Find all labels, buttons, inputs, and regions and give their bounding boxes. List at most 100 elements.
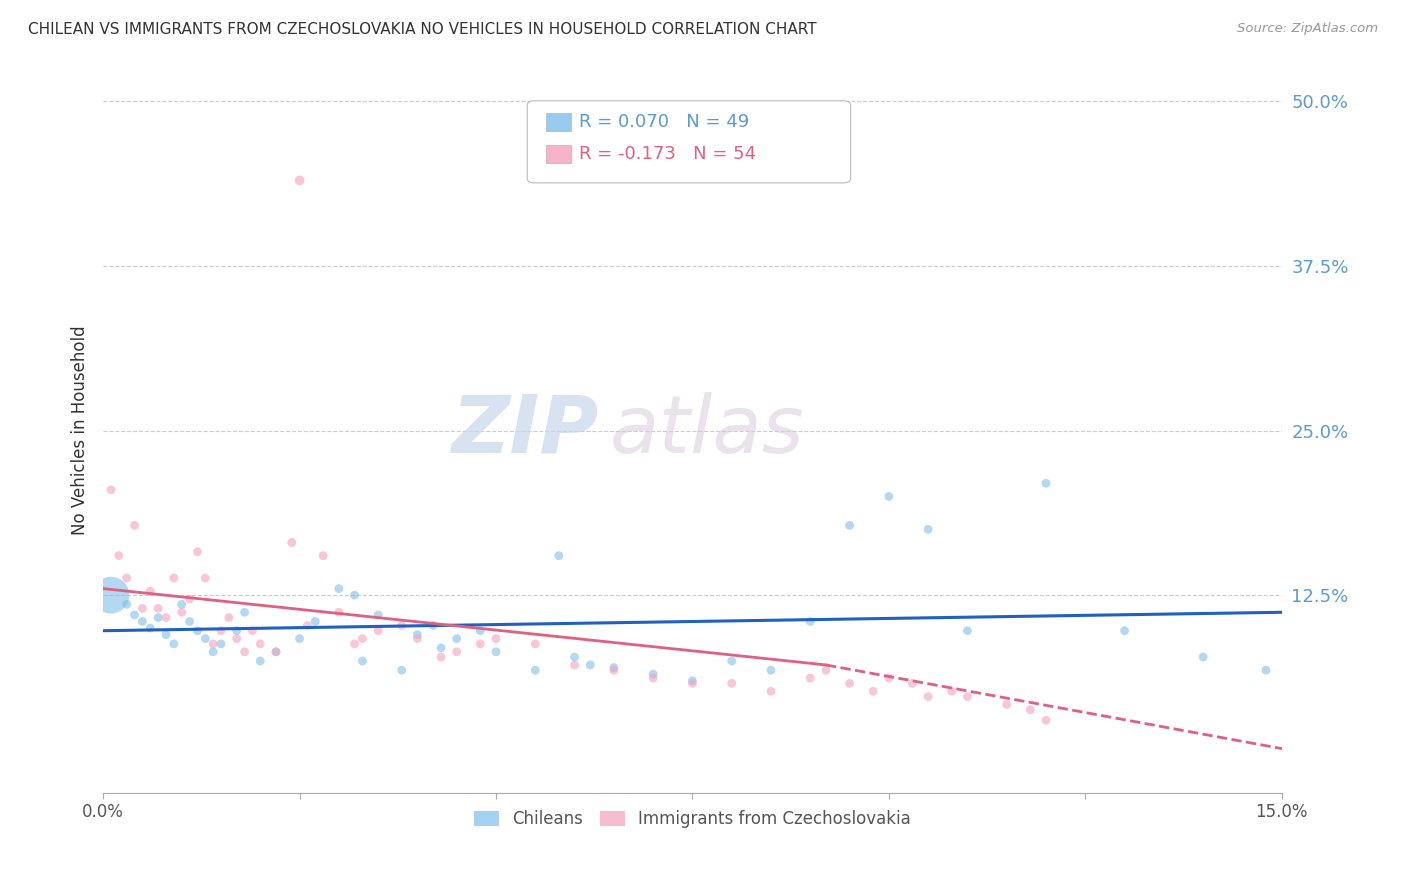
Text: R = -0.173   N = 54: R = -0.173 N = 54 <box>579 145 756 163</box>
Point <box>446 645 468 659</box>
Point <box>288 173 311 187</box>
Point <box>139 584 162 599</box>
Point <box>170 598 193 612</box>
Point <box>391 618 413 632</box>
Point <box>367 607 389 622</box>
Point <box>446 632 468 646</box>
Point <box>643 671 665 685</box>
Point <box>524 663 547 677</box>
Point <box>186 624 208 638</box>
Point <box>720 676 742 690</box>
Point <box>163 571 186 585</box>
Point <box>288 632 311 646</box>
Point <box>115 598 138 612</box>
Point <box>312 549 335 563</box>
Point <box>1114 624 1136 638</box>
Point <box>297 618 319 632</box>
Point <box>131 601 153 615</box>
Point <box>901 676 924 690</box>
Point <box>759 663 782 677</box>
Point <box>422 618 444 632</box>
Text: atlas: atlas <box>610 392 804 469</box>
Point <box>209 624 232 638</box>
Point <box>470 637 492 651</box>
Legend: Chileans, Immigrants from Czechoslovakia: Chileans, Immigrants from Czechoslovakia <box>467 804 918 835</box>
Point <box>838 676 860 690</box>
Point <box>603 660 626 674</box>
Point <box>124 607 146 622</box>
Point <box>328 582 350 596</box>
Point <box>100 588 122 602</box>
Point <box>146 610 169 624</box>
Point <box>225 624 247 638</box>
Point <box>124 518 146 533</box>
Point <box>995 698 1018 712</box>
Point <box>155 628 177 642</box>
Point <box>956 624 979 638</box>
Point <box>100 483 122 497</box>
Point <box>603 663 626 677</box>
Point <box>233 605 256 619</box>
Point <box>139 621 162 635</box>
Point <box>406 628 429 642</box>
Point <box>264 645 287 659</box>
Point <box>799 615 821 629</box>
Point <box>1254 663 1277 677</box>
Point <box>352 654 374 668</box>
Point <box>1019 703 1042 717</box>
Point <box>179 615 201 629</box>
Point <box>547 549 569 563</box>
Point <box>209 637 232 651</box>
Point <box>367 624 389 638</box>
Point <box>720 654 742 668</box>
Point <box>681 676 703 690</box>
Point <box>179 592 201 607</box>
Point <box>524 637 547 651</box>
Point <box>681 673 703 688</box>
Point <box>163 637 186 651</box>
Point <box>430 650 453 665</box>
Point <box>131 615 153 629</box>
Point <box>218 610 240 624</box>
Point <box>799 671 821 685</box>
Point <box>242 624 264 638</box>
Point <box>155 610 177 624</box>
Point <box>838 518 860 533</box>
Point <box>202 637 225 651</box>
Point <box>1035 713 1057 727</box>
Text: ZIP: ZIP <box>451 392 598 469</box>
Point <box>643 667 665 681</box>
Y-axis label: No Vehicles in Household: No Vehicles in Household <box>72 326 89 535</box>
Point <box>146 601 169 615</box>
Point <box>406 632 429 646</box>
Point <box>202 645 225 659</box>
Point <box>328 605 350 619</box>
Point <box>941 684 963 698</box>
Point <box>485 632 508 646</box>
Text: CHILEAN VS IMMIGRANTS FROM CZECHOSLOVAKIA NO VEHICLES IN HOUSEHOLD CORRELATION C: CHILEAN VS IMMIGRANTS FROM CZECHOSLOVAKI… <box>28 22 817 37</box>
Text: Source: ZipAtlas.com: Source: ZipAtlas.com <box>1237 22 1378 36</box>
Point <box>430 640 453 655</box>
Point <box>352 632 374 646</box>
Point <box>194 571 217 585</box>
Point <box>225 632 247 646</box>
Point <box>304 615 326 629</box>
Point <box>264 645 287 659</box>
Point <box>343 588 366 602</box>
Point <box>115 571 138 585</box>
Point <box>759 684 782 698</box>
Point <box>877 490 900 504</box>
Point <box>877 671 900 685</box>
Point <box>564 657 586 672</box>
Point <box>249 637 271 651</box>
Point <box>814 663 837 677</box>
Point <box>186 545 208 559</box>
Point <box>564 650 586 665</box>
Point <box>470 624 492 638</box>
Point <box>343 637 366 651</box>
Point <box>1192 650 1215 665</box>
Text: R = 0.070   N = 49: R = 0.070 N = 49 <box>579 113 749 131</box>
Point <box>956 690 979 704</box>
Point <box>485 645 508 659</box>
Point <box>862 684 884 698</box>
